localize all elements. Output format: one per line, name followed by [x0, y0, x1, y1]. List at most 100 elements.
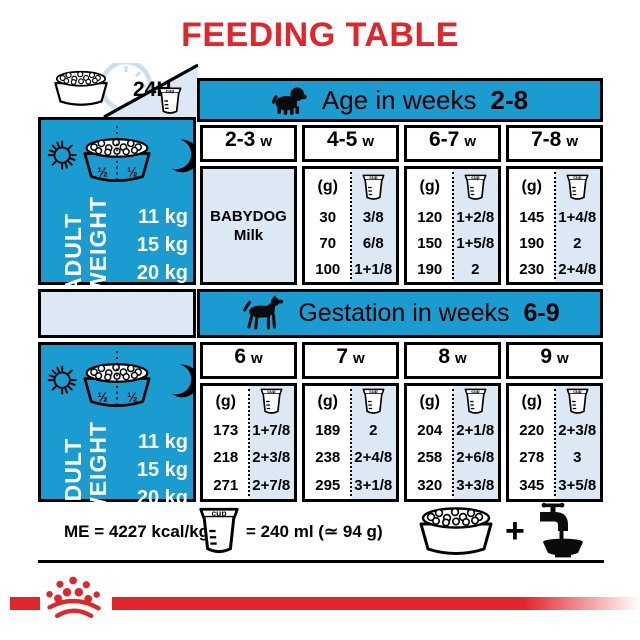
grams-value: 271 [213, 476, 239, 494]
weight-row: 20 kg [136, 486, 188, 509]
red-band [112, 597, 640, 610]
cups-value: 2+3/8 [558, 422, 597, 440]
cup-equivalence-label: = 240 ml (≃ 94 g) [246, 522, 383, 541]
week-header-7-8: 7-8 w [506, 125, 603, 162]
cups-value: 6/8 [362, 235, 384, 252]
water-tap-icon [530, 502, 592, 560]
week-header-6: 6 w [200, 342, 297, 379]
grams-value: 145 [519, 209, 545, 227]
week-header-9: 9 w [506, 342, 603, 379]
cups-value: 2+7/8 [252, 476, 291, 494]
weight-row: 11 kg [137, 430, 188, 453]
adult-weight-panel-1: ADULT WEIGHT 11 kg 15 kg 20 kg [38, 117, 196, 294]
week-header-8: 8 w [404, 342, 501, 379]
grams-value: 189 [315, 422, 341, 440]
data-column-7w: (g) 189 238 295 2 2+4/8 3+1/8 [302, 383, 399, 502]
food-bowl-icon [54, 70, 108, 106]
section-header-gestation: Gestation in weeks 6-9 [197, 289, 603, 338]
cups-value: 2+6/8 [456, 449, 495, 467]
grams-header: (g) [521, 178, 542, 195]
weight-row: 15 kg [136, 233, 188, 256]
cups-value: 2+4/8 [558, 260, 597, 278]
cups-value: 1+1/8 [354, 260, 393, 278]
cups-value: 3 [573, 449, 582, 467]
measuring-cup-icon [464, 388, 487, 415]
plus-sign: + [505, 512, 525, 550]
grams-value: 258 [417, 449, 443, 467]
weight-row: 11 kg [137, 205, 188, 228]
adult-dog-icon [240, 294, 284, 334]
weight-row: 20 kg [136, 261, 188, 284]
grams-header: (g) [521, 392, 542, 410]
babydog-line1: BABYDOG [210, 207, 287, 225]
data-column-8w: (g) 204 258 320 2+1/8 2+6/8 3+3/8 [404, 383, 501, 502]
grams-header: (g) [419, 178, 440, 195]
grams-value: 150 [417, 235, 443, 252]
crown-logo [42, 572, 108, 622]
week-header-7: 7 w [302, 342, 399, 379]
adult-weight-panel-2: ADULT WEIGHT 11 kg 15 kg 20 kg [38, 342, 196, 519]
section-range: 6-9 [523, 299, 560, 327]
grams-value: 295 [315, 476, 341, 494]
weight-row: 15 kg [136, 458, 188, 481]
measuring-cup-icon [464, 174, 487, 201]
cups-value: 3/8 [362, 209, 384, 227]
cups-value: 2+3/8 [252, 449, 291, 467]
section-range: 2-8 [490, 84, 529, 115]
grams-header: (g) [317, 178, 338, 195]
grams-value: 190 [417, 260, 443, 278]
cups-value: 1+4/8 [558, 209, 597, 227]
week-header-4-5: 4-5 w [302, 125, 399, 162]
data-column-7-8w: (g) 145 190 230 1+4/8 2 2+4/8 [506, 166, 603, 285]
daily-ration-header-cell: 24H [54, 63, 198, 117]
food-bowl-icon-large [410, 505, 502, 559]
weight-list: 11 kg 15 kg 20 kg [122, 206, 188, 285]
grams-value: 30 [319, 209, 337, 227]
week-header-6-7: 6-7 w [404, 125, 501, 162]
grams-value: 218 [213, 449, 239, 467]
cups-value: 2 [471, 260, 480, 278]
grams-value: 173 [213, 422, 239, 440]
data-column-babydog: BABYDOG Milk [200, 166, 297, 285]
cups-value: 1+2/8 [456, 209, 495, 227]
cups-value: 2+1/8 [456, 422, 495, 440]
cups-value: 1+5/8 [456, 235, 495, 252]
cups-value: 3+1/8 [354, 476, 393, 494]
data-column-6-7w: (g) 120 150 190 1+2/8 1+5/8 2 [404, 166, 501, 285]
footer-divider [38, 560, 604, 563]
spacer-cell [38, 289, 196, 338]
red-band-left [10, 597, 40, 610]
grams-value: 70 [319, 235, 337, 252]
measuring-cup-icon [158, 87, 182, 114]
section-header-age: Age in weeks 2-8 [197, 78, 603, 122]
grams-value: 204 [417, 422, 443, 440]
cups-value: 2 [573, 235, 582, 252]
section-title: Gestation in weeks [298, 299, 510, 327]
cups-value: 3+5/8 [558, 476, 597, 494]
grams-value: 100 [315, 260, 341, 278]
grams-value: 320 [417, 476, 443, 494]
data-column-6w: (g) 173 218 271 1+7/8 2+3/8 2+7/8 [200, 383, 297, 502]
measuring-cup-icon-large [198, 507, 240, 555]
day-night-bowl-icon [41, 120, 193, 196]
cups-value: 2+4/8 [354, 449, 393, 467]
grams-value: 220 [519, 422, 545, 440]
adult-weight-label: ADULT WEIGHT [60, 196, 111, 294]
measuring-cup-icon [566, 388, 589, 415]
data-column-9w: (g) 220 278 345 2+3/8 3 3+5/8 [506, 383, 603, 502]
adult-weight-label: ADULT WEIGHT [60, 421, 111, 519]
measuring-cup-icon [566, 174, 589, 201]
puppy-icon [272, 85, 308, 116]
me-kcal-label: ME = 4227 kcal/kg [64, 522, 210, 541]
grams-value: 120 [417, 209, 443, 227]
measuring-cup-icon [362, 388, 385, 415]
section-title: Age in weeks [321, 84, 477, 115]
grams-value: 238 [315, 449, 341, 467]
grams-header: (g) [317, 392, 338, 410]
measuring-cup-icon [362, 174, 385, 201]
grams-header: (g) [419, 392, 440, 410]
day-night-bowl-icon [41, 345, 193, 421]
grams-value: 278 [519, 449, 545, 467]
measuring-cup-icon [260, 388, 283, 415]
